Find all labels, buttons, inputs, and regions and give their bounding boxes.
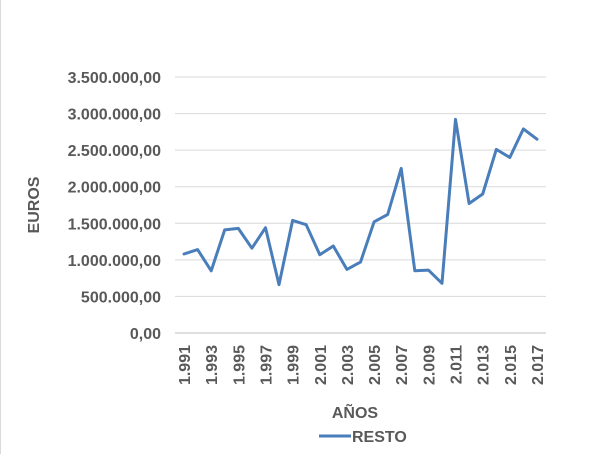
x-tick-label: 2.001 [313, 345, 330, 385]
x-tick-label: 2.007 [394, 345, 411, 385]
x-tick-label: 1.993 [204, 345, 221, 385]
x-tick-label: 1.997 [258, 345, 275, 385]
x-tick-label: 2.011 [449, 345, 466, 384]
x-axis-tick-labels: 1.991 1.993 1.995 1.997 1.999 2.001 2.003 2.005… [177, 345, 547, 385]
y-axis-label: EUROS [26, 176, 43, 233]
x-tick-label: 2.003 [340, 345, 357, 385]
x-tick-label: 1.991 [177, 345, 194, 385]
x-tick-label: 2.017 [530, 345, 547, 385]
x-tick-label: 2.015 [503, 345, 520, 385]
chart-frame-edge [0, 0, 1, 454]
gridlines [175, 76, 546, 334]
x-tick-label: 2.009 [421, 345, 438, 385]
y-tick-label: 3.000.000,00 [68, 107, 162, 124]
series-line-resto [182, 117, 539, 287]
y-tick-label: 3.500.000,00 [68, 70, 162, 87]
x-axis-label: AÑOS [332, 402, 379, 422]
y-tick-label: 500.000,00 [81, 289, 161, 306]
y-axis-tick-labels: 0,00 500.000,00 1.000.000,00 1.500.000,00 2.… [68, 70, 162, 343]
x-tick-label: 1.995 [231, 345, 248, 385]
x-tick-label: 2.005 [367, 345, 384, 385]
y-tick-label: 1.000.000,00 [68, 253, 162, 270]
legend-label-resto: RESTO [352, 429, 407, 446]
y-tick-label: 0,00 [130, 326, 161, 343]
y-tick-label: 1.500.000,00 [68, 216, 162, 233]
series-layer [182, 117, 539, 287]
x-tick-label: 2.013 [476, 345, 493, 385]
y-tick-label: 2.500.000,00 [68, 143, 162, 160]
x-tick-label: 1.999 [286, 345, 303, 385]
y-tick-label: 2.000.000,00 [68, 180, 162, 197]
legend: RESTO [319, 429, 407, 446]
